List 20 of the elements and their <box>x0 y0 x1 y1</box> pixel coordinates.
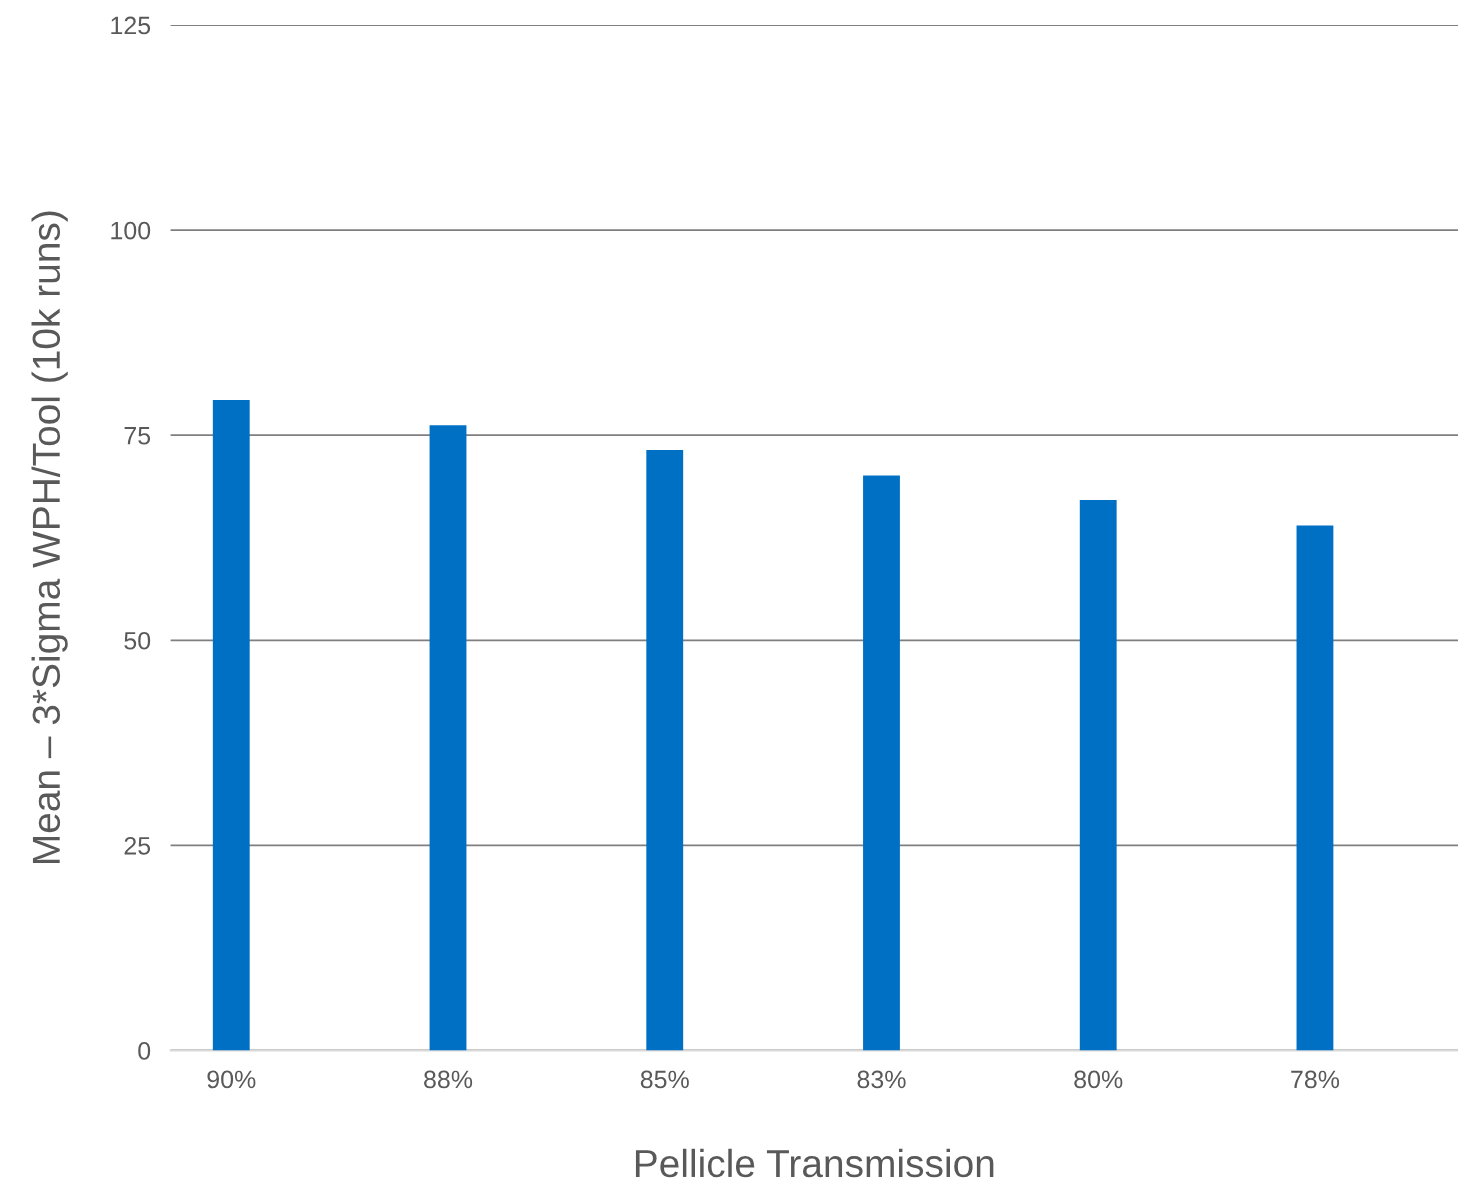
bar <box>1296 525 1334 1051</box>
x-tick-label: 85% <box>640 1070 689 1089</box>
bar <box>212 399 250 1051</box>
y-axis-title: Mean – 3*Sigma WPH/Tool (10k runs) <box>31 211 68 864</box>
x-tick-label: 78% <box>1291 1070 1340 1089</box>
x-tick-label: 83% <box>857 1070 906 1089</box>
y-tick-label: 0 <box>138 1042 151 1060</box>
bar <box>646 449 684 1051</box>
y-tick-label: 25 <box>124 836 151 855</box>
bar <box>429 425 467 1051</box>
bar <box>863 475 900 1051</box>
y-tick-label: 100 <box>111 221 151 240</box>
y-tick-label: 50 <box>124 631 151 650</box>
y-tick-label: 125 <box>111 16 151 35</box>
x-axis-title: Pellicle Transmission <box>635 1148 994 1178</box>
y-tick-label: 75 <box>124 427 151 445</box>
x-tick-label: 88% <box>424 1070 473 1089</box>
x-tick-label: 90% <box>207 1070 256 1089</box>
x-tick-label: 80% <box>1074 1070 1123 1089</box>
bar <box>1079 500 1117 1051</box>
